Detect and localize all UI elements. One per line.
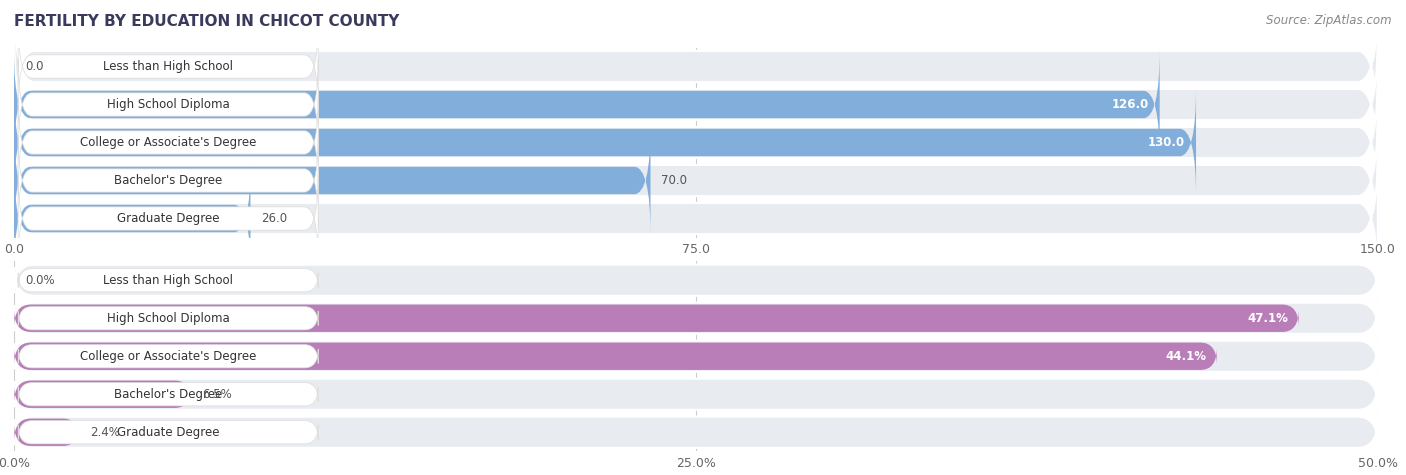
FancyBboxPatch shape (18, 173, 318, 264)
FancyBboxPatch shape (14, 88, 1197, 197)
Text: 126.0: 126.0 (1112, 98, 1149, 111)
FancyBboxPatch shape (14, 417, 1378, 448)
Text: Less than High School: Less than High School (103, 60, 233, 73)
Text: High School Diploma: High School Diploma (107, 98, 229, 111)
FancyBboxPatch shape (18, 59, 318, 150)
Text: Less than High School: Less than High School (103, 274, 233, 287)
FancyBboxPatch shape (18, 97, 318, 188)
FancyBboxPatch shape (14, 418, 80, 446)
FancyBboxPatch shape (14, 111, 1378, 250)
FancyBboxPatch shape (14, 379, 1378, 410)
FancyBboxPatch shape (18, 269, 318, 292)
Text: 44.1%: 44.1% (1166, 350, 1206, 363)
FancyBboxPatch shape (14, 342, 1218, 370)
FancyBboxPatch shape (14, 341, 1378, 372)
Text: Graduate Degree: Graduate Degree (117, 426, 219, 439)
FancyBboxPatch shape (18, 345, 318, 368)
Text: High School Diploma: High School Diploma (107, 312, 229, 325)
Text: 70.0: 70.0 (661, 174, 688, 187)
FancyBboxPatch shape (14, 265, 1378, 296)
Text: Bachelor's Degree: Bachelor's Degree (114, 388, 222, 401)
Text: 2.4%: 2.4% (90, 426, 121, 439)
Text: FERTILITY BY EDUCATION IN CHICOT COUNTY: FERTILITY BY EDUCATION IN CHICOT COUNTY (14, 14, 399, 29)
FancyBboxPatch shape (14, 50, 1160, 159)
Text: 26.0: 26.0 (262, 212, 287, 225)
Text: Graduate Degree: Graduate Degree (117, 212, 219, 225)
Text: 130.0: 130.0 (1149, 136, 1185, 149)
FancyBboxPatch shape (18, 421, 318, 444)
FancyBboxPatch shape (14, 0, 1378, 136)
Text: 0.0: 0.0 (25, 60, 44, 73)
FancyBboxPatch shape (14, 35, 1378, 174)
FancyBboxPatch shape (14, 73, 1378, 212)
FancyBboxPatch shape (14, 380, 191, 408)
FancyBboxPatch shape (18, 21, 318, 112)
FancyBboxPatch shape (18, 307, 318, 330)
Text: College or Associate's Degree: College or Associate's Degree (80, 350, 256, 363)
FancyBboxPatch shape (14, 126, 651, 235)
Text: Source: ZipAtlas.com: Source: ZipAtlas.com (1267, 14, 1392, 27)
FancyBboxPatch shape (14, 303, 1378, 334)
Text: 47.1%: 47.1% (1247, 312, 1288, 325)
FancyBboxPatch shape (14, 164, 250, 273)
Text: 6.5%: 6.5% (202, 388, 232, 401)
Text: College or Associate's Degree: College or Associate's Degree (80, 136, 256, 149)
FancyBboxPatch shape (18, 383, 318, 406)
FancyBboxPatch shape (14, 149, 1378, 288)
Text: 0.0%: 0.0% (25, 274, 55, 287)
FancyBboxPatch shape (14, 304, 1299, 332)
Text: Bachelor's Degree: Bachelor's Degree (114, 174, 222, 187)
FancyBboxPatch shape (18, 135, 318, 226)
